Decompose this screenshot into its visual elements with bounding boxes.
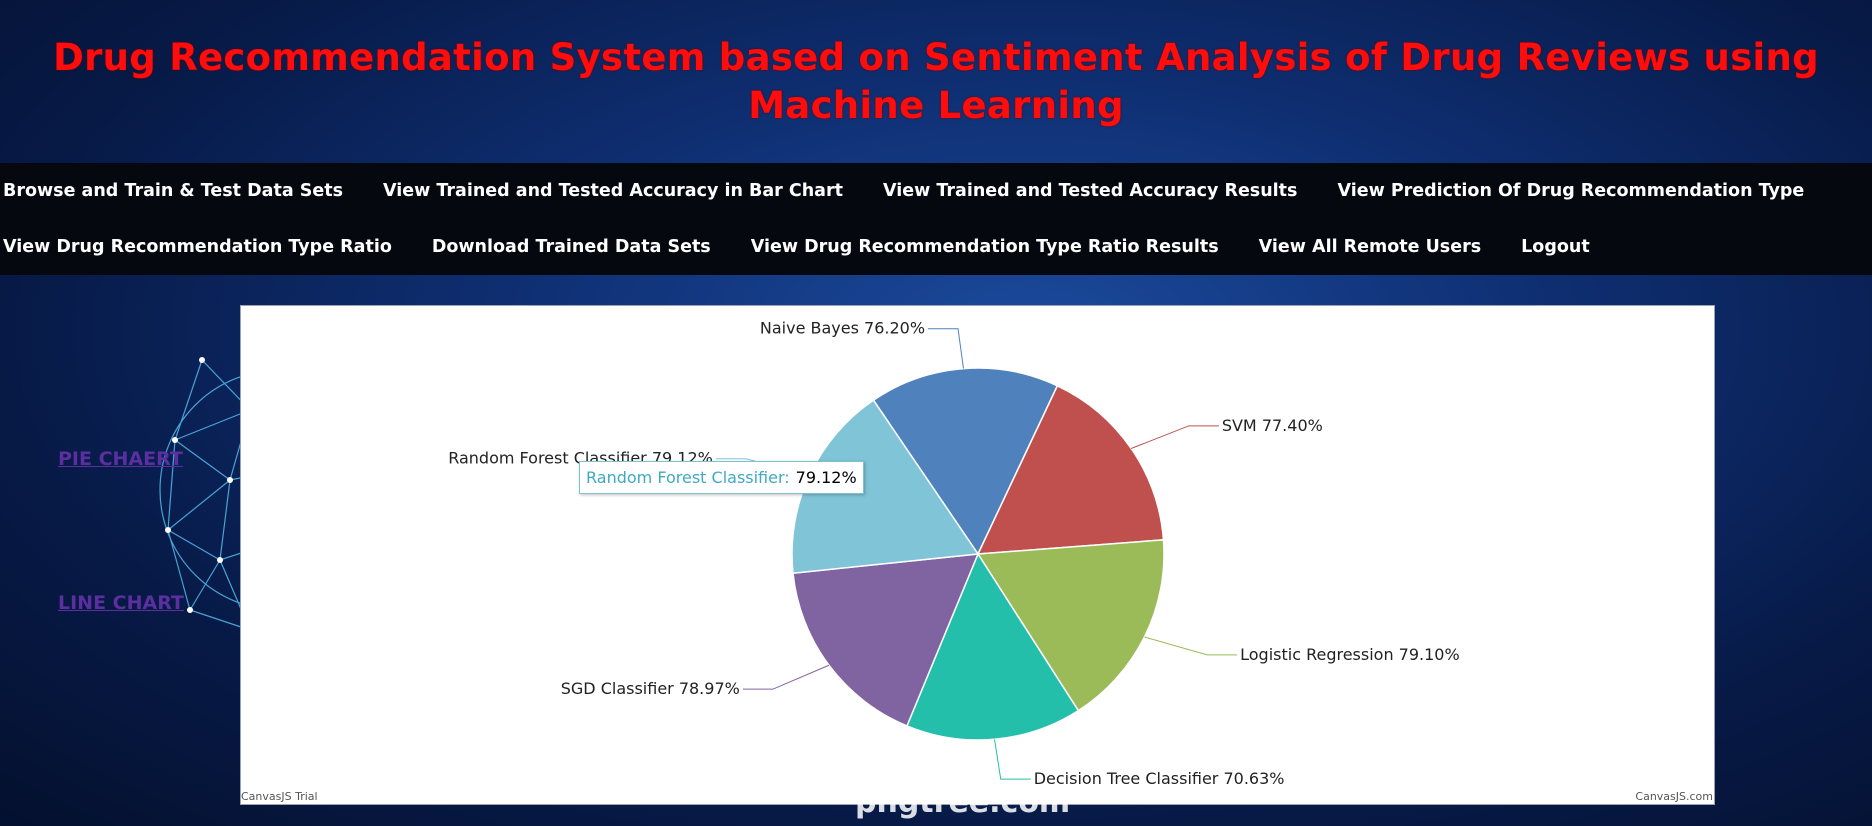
line-chart-link[interactable]: LINE CHART: [58, 592, 184, 614]
nav-type-ratio[interactable]: View Drug Recommendation Type Ratio: [3, 237, 392, 257]
leader-line-svm: [1131, 425, 1219, 449]
nav-browse-train-test[interactable]: Browse and Train & Test Data Sets: [3, 181, 343, 201]
data-label-svm: SVM 77.40%: [1222, 416, 1323, 435]
data-label-naive-bayes: Naive Bayes 76.20%: [760, 319, 925, 338]
data-label-decision-tree-classifier: Decision Tree Classifier 70.63%: [1034, 769, 1285, 788]
canvasjs-credit[interactable]: CanvasJS.com: [1635, 790, 1713, 803]
nav-remote-users[interactable]: View All Remote Users: [1258, 237, 1482, 257]
data-label-logistic-regression: Logistic Regression 79.10%: [1240, 645, 1460, 664]
nav-download-datasets[interactable]: Download Trained Data Sets: [431, 237, 711, 257]
nav-logout[interactable]: Logout: [1521, 237, 1590, 257]
tooltip-label: Random Forest Classifier:: [586, 468, 790, 487]
pie-chart: Naive Bayes 76.20% SVM 77.40% Logistic Reg…: [240, 305, 1715, 805]
data-label-sgd-classifier: SGD Classifier 78.97%: [561, 679, 740, 698]
nav-prediction-type[interactable]: View Prediction Of Drug Recommendation T…: [1337, 181, 1805, 201]
nav-type-ratio-results[interactable]: View Drug Recommendation Type Ratio Resu…: [750, 237, 1219, 257]
pie-chart-svg: Naive Bayes 76.20% SVM 77.40% Logistic Reg…: [448, 319, 1460, 788]
nav-row-1: Browse and Train & Test Data Sets View T…: [0, 163, 1841, 219]
nav-accuracy-bar-chart[interactable]: View Trained and Tested Accuracy in Bar …: [383, 181, 843, 201]
watermark-text: pngtree.com: [855, 785, 1071, 820]
leader-line-sgd-classifier: [742, 664, 830, 690]
main-nav: Browse and Train & Test Data Sets View T…: [0, 163, 1872, 275]
leader-line-logistic-regression: [1144, 636, 1238, 656]
nav-row-2: View Drug Recommendation Type Ratio Down…: [0, 219, 1627, 275]
leader-line-decision-tree-classifier: [994, 739, 1031, 780]
pie-slice-naive-bayes[interactable]: [872, 367, 1059, 556]
canvasjs-trial-credit: CanvasJS Trial: [241, 790, 318, 803]
leader-line-naive-bayes: [928, 328, 964, 369]
tooltip-value: 79.12%: [795, 468, 857, 487]
chart-tooltip: Random Forest Classifier: 79.12%: [579, 461, 864, 494]
pie-chart-link[interactable]: PIE CHAERT: [58, 448, 183, 470]
pie-slice-logistic-regression[interactable]: [976, 539, 1165, 712]
nav-accuracy-results[interactable]: View Trained and Tested Accuracy Results: [883, 181, 1298, 201]
page-title: Drug Recommendation System based on Sent…: [53, 35, 1819, 127]
page-header: Drug Recommendation System based on Sent…: [0, 0, 1872, 163]
pie-slice-svm[interactable]: [976, 384, 1165, 555]
